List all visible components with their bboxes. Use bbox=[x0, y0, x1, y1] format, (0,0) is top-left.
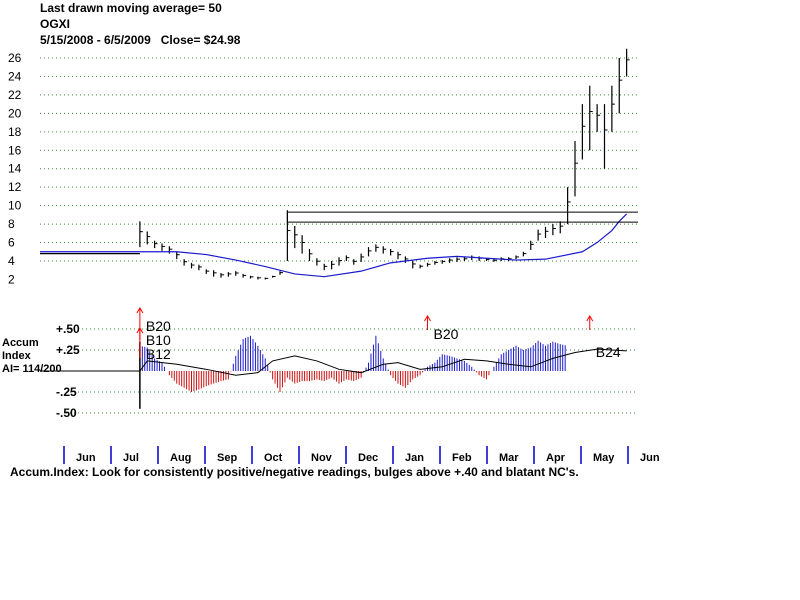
month-label: Nov bbox=[311, 452, 333, 464]
price-tick-label: 10 bbox=[8, 199, 22, 213]
accum-smooth-line bbox=[139, 348, 627, 376]
price-tick-label: 26 bbox=[8, 51, 22, 65]
price-gridlines bbox=[40, 57, 638, 262]
month-axis: Jun Jul Aug Sep Oct Nov Dec Jan Feb Mar Apr May Jun bbox=[63, 446, 660, 464]
accum-tick-label: +.25 bbox=[56, 343, 80, 357]
signal-label: B20 bbox=[146, 318, 171, 334]
moving-average-label: Last drawn moving average= 50 bbox=[40, 1, 222, 15]
price-tick-label: 20 bbox=[8, 106, 22, 120]
signal-label: B20 bbox=[434, 326, 459, 342]
price-tick-label: 2 bbox=[8, 272, 15, 286]
accum-tick-label: -.25 bbox=[56, 385, 77, 399]
accum-axis-ticks: +.50 +.25 -.25 -.50 bbox=[56, 322, 80, 420]
signal-arrow-head bbox=[136, 327, 144, 334]
signal-arrow-head bbox=[424, 315, 431, 322]
month-label: Aug bbox=[170, 452, 191, 464]
month-label: Sep bbox=[217, 452, 237, 464]
moving-average-line bbox=[40, 213, 628, 278]
price-tick-label: 24 bbox=[8, 69, 22, 83]
month-label: Apr bbox=[546, 452, 566, 464]
signal-label: B10 bbox=[146, 332, 171, 348]
price-tick-label: 16 bbox=[8, 143, 22, 157]
month-label: Oct bbox=[264, 452, 283, 464]
price-tick-label: 22 bbox=[8, 88, 22, 102]
signal-label: B24 bbox=[596, 344, 621, 360]
price-tick-label: 12 bbox=[8, 180, 22, 194]
month-label: Mar bbox=[499, 452, 519, 464]
month-label: Jun bbox=[76, 452, 96, 464]
index-label: Index bbox=[2, 350, 32, 362]
month-label: Dec bbox=[358, 452, 378, 464]
accum-tick-label: -.50 bbox=[56, 406, 77, 420]
signal-arrow-head bbox=[586, 315, 594, 322]
accum-label: Accum bbox=[2, 337, 39, 349]
accum-smooth-polyline bbox=[139, 348, 627, 376]
month-label: Jan bbox=[405, 452, 424, 464]
signal-arrow-head bbox=[136, 307, 144, 314]
accum-bars bbox=[139, 335, 566, 409]
ai-score-label: AI= 114/200 bbox=[2, 363, 62, 375]
date-range-close: 5/15/2008 - 6/5/2009 Close= $24.98 bbox=[40, 33, 241, 47]
ticker-symbol: OGXI bbox=[40, 17, 71, 31]
resistance-line bbox=[286, 211, 638, 223]
footer-note: Accum.Index: Look for consistently posit… bbox=[10, 465, 579, 479]
month-label: Feb bbox=[452, 452, 472, 464]
signal-label: B12 bbox=[146, 346, 171, 362]
month-label: Jun bbox=[640, 452, 660, 464]
accum-index-labels: Accum Index AI= 114/200 bbox=[2, 337, 62, 375]
month-label: Jul bbox=[123, 452, 139, 464]
price-tick-label: 6 bbox=[8, 236, 15, 250]
price-tick-label: 4 bbox=[8, 254, 15, 268]
price-bars bbox=[40, 48, 630, 280]
month-label: May bbox=[593, 452, 615, 464]
price-tick-label: 18 bbox=[8, 125, 22, 139]
price-tick-label: 14 bbox=[8, 162, 22, 176]
moving-average bbox=[40, 213, 628, 278]
accum-tick-label: +.50 bbox=[56, 322, 80, 336]
price-tick-label: 8 bbox=[8, 217, 15, 231]
